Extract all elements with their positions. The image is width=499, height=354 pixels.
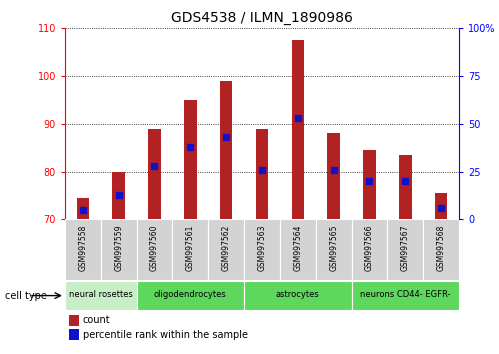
Bar (327, 133, 340, 219)
Bar (220, 81, 233, 219)
Bar (137, 219, 172, 280)
Text: oligodendrocytes: oligodendrocytes (154, 290, 227, 299)
Text: neurons CD44- EGFR-: neurons CD44- EGFR- (360, 290, 451, 299)
Text: GSM997564: GSM997564 (293, 224, 302, 271)
Title: GDS4538 / ILMN_1890986: GDS4538 / ILMN_1890986 (171, 11, 353, 24)
Text: GSM997563: GSM997563 (257, 224, 266, 271)
Text: GSM997558: GSM997558 (78, 224, 87, 271)
Bar (280, 219, 316, 280)
Text: astrocytes: astrocytes (276, 290, 320, 299)
Bar (76, 198, 89, 219)
Bar (387, 219, 423, 280)
Bar (399, 155, 412, 219)
Bar (316, 219, 352, 280)
Text: GSM997561: GSM997561 (186, 224, 195, 271)
Bar (184, 100, 197, 219)
Bar (65, 281, 137, 310)
Text: GSM997562: GSM997562 (222, 224, 231, 271)
Bar (363, 150, 376, 219)
Text: GSM997559: GSM997559 (114, 224, 123, 271)
Text: neural rosettes: neural rosettes (69, 290, 133, 299)
Bar (435, 193, 448, 219)
Bar (137, 281, 244, 310)
Bar (69, 329, 79, 340)
Text: GSM997566: GSM997566 (365, 224, 374, 271)
Text: GSM997560: GSM997560 (150, 224, 159, 271)
Bar (244, 281, 352, 310)
Bar (101, 219, 137, 280)
Text: percentile rank within the sample: percentile rank within the sample (83, 330, 248, 340)
Bar (291, 40, 304, 219)
Bar (352, 219, 387, 280)
Bar (423, 219, 459, 280)
Bar (352, 281, 459, 310)
Text: GSM997567: GSM997567 (401, 224, 410, 271)
Bar (255, 129, 268, 219)
Text: count: count (83, 315, 110, 325)
Text: GSM997568: GSM997568 (437, 224, 446, 271)
Bar (65, 219, 101, 280)
Text: cell type: cell type (5, 291, 47, 301)
Text: GSM997565: GSM997565 (329, 224, 338, 271)
Bar (172, 219, 208, 280)
Bar (69, 315, 79, 326)
Bar (208, 219, 244, 280)
Bar (112, 172, 125, 219)
Bar (244, 219, 280, 280)
Bar (148, 129, 161, 219)
